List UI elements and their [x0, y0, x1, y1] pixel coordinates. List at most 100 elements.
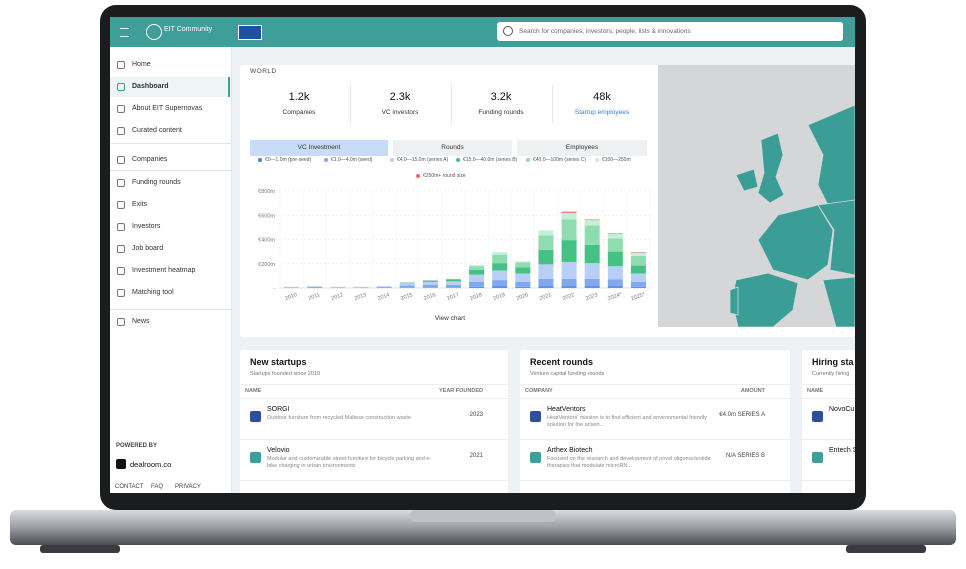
footer-link[interactable]: CONTACT: [115, 484, 144, 490]
legend-swatch: [390, 158, 394, 162]
x-tick-label: 2010: [284, 292, 298, 302]
nav-item[interactable]: Matching tool: [132, 289, 174, 296]
x-tick-label: 2015: [400, 292, 414, 302]
bar-segment: [515, 273, 531, 282]
row-name[interactable]: Entech S: [829, 447, 855, 454]
map: [658, 65, 855, 327]
bar-segment: [515, 281, 531, 287]
legend-label[interactable]: €0—1.0m (pre-seed): [265, 157, 312, 163]
column-header: NAME: [245, 388, 262, 394]
bar-segment: [307, 286, 323, 288]
stat-label: Funding rounds: [478, 109, 524, 116]
brand: dealroom.co: [130, 460, 172, 469]
legend-label[interactable]: €15.0—40.0m (series B): [463, 157, 518, 163]
bar-segment: [630, 273, 646, 282]
bar-segment: [561, 211, 577, 213]
panel-subtitle: Venture capital funding rounds: [530, 371, 605, 377]
tab[interactable]: Employees: [517, 140, 647, 156]
nav-icon: [117, 61, 125, 69]
bar-segment: [399, 287, 415, 288]
legend-label[interactable]: €1.0—4.0m (seed): [331, 157, 373, 163]
stat-value: 2.3k: [389, 91, 411, 103]
nav-item[interactable]: News: [132, 318, 150, 325]
tab[interactable]: VC Investment: [250, 140, 388, 156]
bar-segment: [515, 286, 531, 288]
legend-label[interactable]: €100—250m: [602, 157, 631, 163]
bar-segment: [422, 284, 438, 288]
bar-segment: [469, 286, 485, 288]
menu-icon[interactable]: [120, 28, 129, 37]
tab[interactable]: Rounds: [393, 140, 512, 156]
nav-item[interactable]: Exits: [132, 201, 148, 208]
foot: [40, 545, 120, 553]
nav-item[interactable]: Funding rounds: [132, 179, 181, 186]
row-logo: [812, 452, 823, 463]
footer-link[interactable]: FAQ: [151, 484, 164, 490]
bar-segment: [469, 281, 485, 287]
stat-divider: [350, 85, 351, 123]
bar-segment: [607, 279, 623, 287]
x-tick-label: 2014: [377, 292, 391, 302]
row-description: HeatVentors' mission is to find efficien…: [547, 415, 707, 428]
bar-segment: [607, 251, 623, 267]
country: [757, 132, 785, 204]
bar-segment: [561, 212, 577, 220]
bar-segment: [630, 281, 646, 287]
row-name[interactable]: NovoCu: [829, 406, 855, 413]
divider: [110, 143, 231, 144]
nav-item[interactable]: Curated content: [132, 127, 182, 134]
chart: - €200m €400m €600m €800m 2010 2011 2012 2013 201…: [258, 189, 651, 302]
bar-segment: [607, 233, 623, 235]
stat-label: Companies: [282, 109, 316, 116]
notch: [410, 510, 556, 522]
x-tick-label: 2019: [493, 292, 507, 302]
row-name[interactable]: Velovio: [267, 447, 290, 454]
panel-title: Recent rounds: [530, 357, 594, 367]
legend-label[interactable]: €4.0—15.0m (series A): [397, 157, 449, 163]
nav-item[interactable]: About EIT Supernovas: [132, 105, 203, 112]
bar-segment: [469, 269, 485, 275]
x-tick-label: 2011: [308, 292, 321, 302]
bar-segment: [561, 261, 577, 279]
bar-segment: [492, 263, 508, 271]
row-description: Focused on the research and development …: [547, 456, 711, 469]
legend-label[interactable]: €40.0—100m (series C): [533, 157, 587, 163]
nav-item[interactable]: Investors: [132, 223, 161, 230]
list-panel: Recent rounds Venture capital funding rou…: [520, 350, 790, 493]
x-tick-label: 2024*: [607, 291, 623, 302]
bar-segment: [492, 286, 508, 288]
nav-icon: [117, 179, 125, 187]
nav-item[interactable]: Dashboard: [132, 83, 169, 90]
bar-segment: [561, 219, 577, 241]
nav-icon: [117, 83, 125, 91]
row-divider: [240, 439, 508, 440]
x-tick-label: 2016: [423, 292, 437, 302]
divider: [110, 170, 231, 171]
nav-item[interactable]: Companies: [132, 156, 168, 163]
search-box[interactable]: Search for companies, investors, people,…: [497, 22, 843, 41]
view-chart[interactable]: View chart: [434, 315, 466, 322]
bar-segment: [492, 270, 508, 281]
row-name[interactable]: Arthex Biotech: [547, 447, 593, 454]
row-divider: [240, 480, 508, 481]
footer-link[interactable]: PRIVACY: [175, 484, 201, 490]
nav-item[interactable]: Investment heatmap: [132, 267, 196, 274]
x-tick-label: 2020: [516, 292, 530, 302]
country: [817, 199, 855, 276]
bar-segment: [445, 278, 461, 280]
row-logo: [530, 411, 541, 422]
panel-title: Hiring sta: [812, 357, 854, 367]
y-tick-label: -: [273, 286, 275, 292]
row-name[interactable]: HeatVentors: [547, 406, 586, 413]
legend-label[interactable]: €250m+ round size: [423, 173, 466, 179]
bar-segment: [630, 286, 646, 288]
bar-segment: [561, 240, 577, 262]
nav-item[interactable]: Job board: [132, 245, 164, 252]
nav-item[interactable]: Home: [132, 61, 151, 68]
row-name[interactable]: SORGI: [267, 406, 290, 413]
bar-segment: [607, 238, 623, 252]
nav-icon: [117, 201, 125, 209]
bar-segment: [538, 278, 554, 287]
bar-segment: [469, 264, 485, 267]
bar-segment: [492, 252, 508, 255]
